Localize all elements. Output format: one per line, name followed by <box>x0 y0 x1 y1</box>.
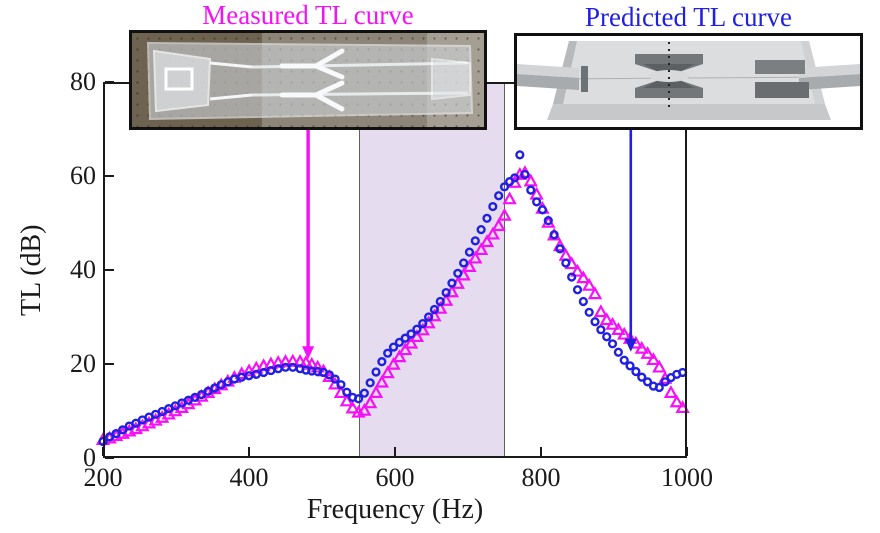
tl-plot <box>95 81 690 459</box>
y-tick-label-40: 40 <box>70 255 96 284</box>
y-tick-label-0: 0 <box>83 443 96 472</box>
measured-sample-photo <box>129 30 487 130</box>
x-axis-label: Frequency (Hz) <box>306 494 484 525</box>
x-tick-label-200: 200 <box>83 463 123 492</box>
highlight-band <box>358 82 505 458</box>
predicted-arrow <box>624 129 637 352</box>
x-tick-label-1000: 1000 <box>661 463 713 492</box>
y-tick-label-60: 60 <box>70 161 96 190</box>
sample-photo-art <box>132 33 484 127</box>
measured-title: Measured TL curve <box>202 0 414 30</box>
x-tick-label-400: 400 <box>229 463 269 492</box>
measured-arrow <box>302 129 315 360</box>
x-tick-label-800: 800 <box>521 463 561 492</box>
y-tick-label-80: 80 <box>70 67 96 96</box>
predicted-model-render <box>514 33 863 130</box>
x-tick-label-600: 600 <box>375 463 415 492</box>
chart-markers <box>95 81 690 459</box>
y-tick-label-20: 20 <box>70 349 96 378</box>
model-render-art <box>517 36 860 127</box>
predicted-series <box>98 150 688 447</box>
predicted-title: Predicted TL curve <box>585 2 792 32</box>
